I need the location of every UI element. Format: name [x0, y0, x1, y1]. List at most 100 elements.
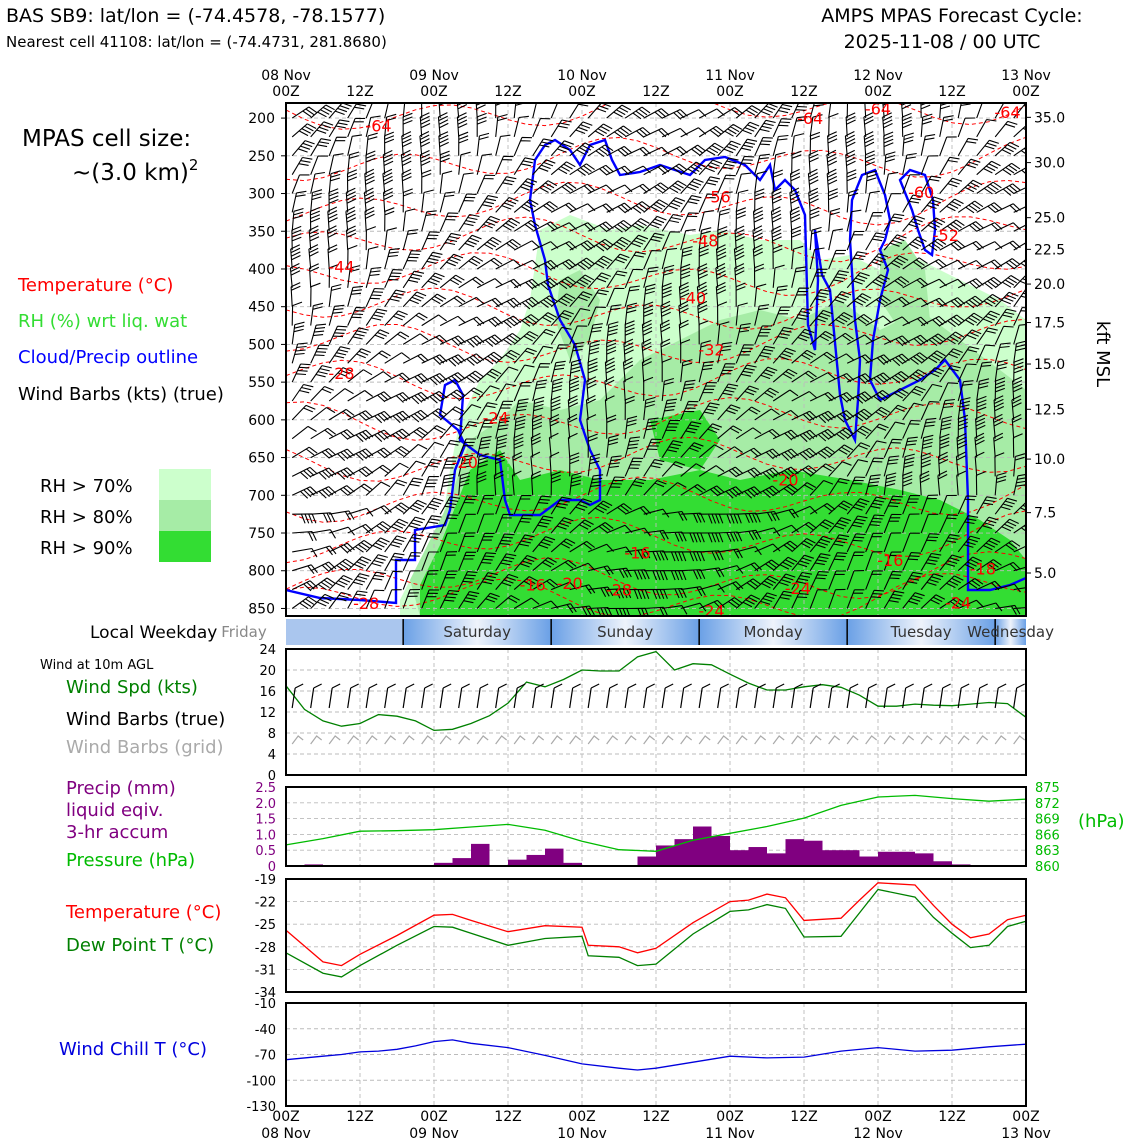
wind-barb	[902, 513, 920, 534]
wind-barb	[495, 297, 522, 309]
isotherm-label: -32	[698, 341, 724, 360]
wind-barb	[476, 471, 487, 496]
wind-barb	[662, 570, 687, 581]
wind-barb	[752, 206, 764, 232]
wind-barb	[957, 556, 983, 572]
wind-barb	[495, 218, 521, 232]
wind-barb	[957, 179, 983, 194]
wind-barb	[421, 169, 432, 194]
pressure-tick-label: 300	[248, 187, 275, 203]
wind-barb	[365, 132, 378, 156]
wind-barb	[939, 365, 961, 383]
pressure-tick-label: 450	[248, 300, 275, 316]
wind-barb	[661, 264, 675, 288]
wind-barb	[846, 169, 857, 194]
wind-barb	[828, 270, 849, 289]
wind-barb	[828, 500, 853, 515]
wind-barb	[828, 534, 850, 553]
mpas-cell-label: MPAS cell size:	[22, 126, 191, 152]
wind-barb	[365, 464, 392, 477]
wind-barb	[458, 370, 484, 384]
wind-barb	[476, 385, 500, 402]
wind-barb	[624, 234, 649, 251]
wind-barb	[476, 494, 495, 515]
wind-barb	[735, 323, 751, 345]
legend-rh90-label: RH > 90%	[40, 538, 133, 559]
isotherm-label: -64	[797, 109, 823, 128]
wind-barb	[365, 226, 376, 251]
wind-barb	[291, 190, 307, 213]
wind-barb	[365, 589, 385, 609]
wind-barb	[476, 402, 498, 421]
wind-barb	[532, 515, 554, 534]
wind-barb	[586, 414, 597, 439]
pressure-tick-label: 850	[248, 601, 275, 617]
wind-barb	[419, 131, 431, 156]
precip-bar	[785, 839, 804, 866]
wind-barb	[976, 139, 999, 157]
wind-barb	[974, 451, 985, 477]
wind-barb	[569, 359, 582, 383]
wind-barb	[828, 249, 846, 270]
y-tick-label: -70	[255, 1049, 276, 1064]
wind-barb	[846, 313, 873, 327]
dewpoint-label: Dew Point T (°C)	[66, 935, 214, 956]
wind-barb	[437, 112, 449, 137]
wind-barb	[513, 415, 526, 439]
wind-barb	[976, 496, 997, 515]
top-date-label: 12 Nov	[853, 68, 903, 84]
isotherm-label: -24	[785, 579, 811, 598]
wind-barb	[384, 552, 405, 571]
pressure-tick-label: 550	[248, 375, 275, 391]
wind-barb	[863, 131, 875, 156]
wind-barb	[1013, 545, 1026, 553]
wind-barb	[660, 300, 671, 326]
bottom-hour-label: 00Z	[568, 1109, 595, 1125]
wind-barb	[957, 397, 971, 420]
wind-barb	[328, 408, 355, 421]
wind-barb	[458, 131, 469, 156]
wind-barb	[458, 551, 477, 571]
wind-barb	[328, 558, 355, 572]
wind-barb	[937, 470, 948, 496]
wind-barb	[939, 136, 957, 156]
bottom-date-label: 11 Nov	[705, 1126, 755, 1140]
wind-barb	[400, 149, 412, 175]
wind-barb	[680, 178, 704, 194]
wind-barb	[513, 381, 532, 402]
wind-barb	[439, 150, 450, 175]
wind-barb	[920, 533, 940, 553]
wind-barb	[752, 225, 764, 251]
wind-barb	[976, 361, 993, 383]
y-tick-label: 24	[259, 643, 276, 658]
wind-barb	[772, 103, 795, 119]
wind-barb-true	[328, 683, 341, 709]
cycle-title: AMPS MPAS Forecast Cycle:	[821, 5, 1082, 27]
wind-barb	[994, 141, 1020, 157]
wind-barb	[421, 373, 448, 386]
wind-barb	[458, 234, 482, 251]
wind-barb	[735, 385, 759, 402]
wind-barb	[624, 320, 635, 345]
wind-barb	[976, 103, 983, 119]
wind-barb	[532, 363, 551, 383]
wind-barb	[939, 177, 963, 194]
wind-barb	[291, 363, 311, 383]
wind-barb	[310, 529, 336, 539]
wind-barb-true	[754, 683, 766, 709]
wind-barb	[585, 395, 596, 420]
wind-barb	[347, 573, 370, 590]
wind-barb	[625, 588, 650, 600]
wind-barb	[328, 591, 351, 609]
wind-barb	[994, 377, 1006, 402]
wind-barb	[458, 454, 473, 477]
wind-barb	[550, 471, 561, 496]
wind-barb	[680, 421, 702, 439]
wind-barb	[495, 315, 522, 329]
wind-barb	[661, 461, 686, 477]
y-tick-label: 1.5	[255, 813, 276, 828]
wind-barb	[865, 170, 878, 194]
precip-bar	[693, 826, 712, 866]
wind-barb	[772, 590, 794, 609]
wind-barb-grid	[365, 735, 378, 745]
